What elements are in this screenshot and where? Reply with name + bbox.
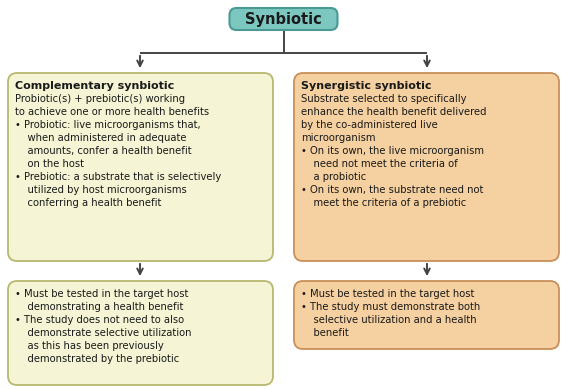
Text: Synergistic synbiotic: Synergistic synbiotic [301,81,431,91]
Text: Synbiotic: Synbiotic [245,12,322,26]
FancyBboxPatch shape [8,281,273,385]
Text: Substrate selected to specifically
enhance the health benefit delivered
by the c: Substrate selected to specifically enhan… [301,94,486,209]
Text: • Must be tested in the target host
• The study must demonstrate both
    select: • Must be tested in the target host • Th… [301,289,480,338]
Text: Probiotic(s) + prebiotic(s) working
to achieve one or more health benefits
• Pro: Probiotic(s) + prebiotic(s) working to a… [15,94,221,209]
Text: Complementary synbiotic: Complementary synbiotic [15,81,174,91]
FancyBboxPatch shape [8,73,273,261]
FancyBboxPatch shape [230,8,337,30]
FancyBboxPatch shape [294,73,559,261]
FancyBboxPatch shape [294,281,559,349]
Text: • Must be tested in the target host
    demonstrating a health benefit
• The stu: • Must be tested in the target host demo… [15,289,192,364]
